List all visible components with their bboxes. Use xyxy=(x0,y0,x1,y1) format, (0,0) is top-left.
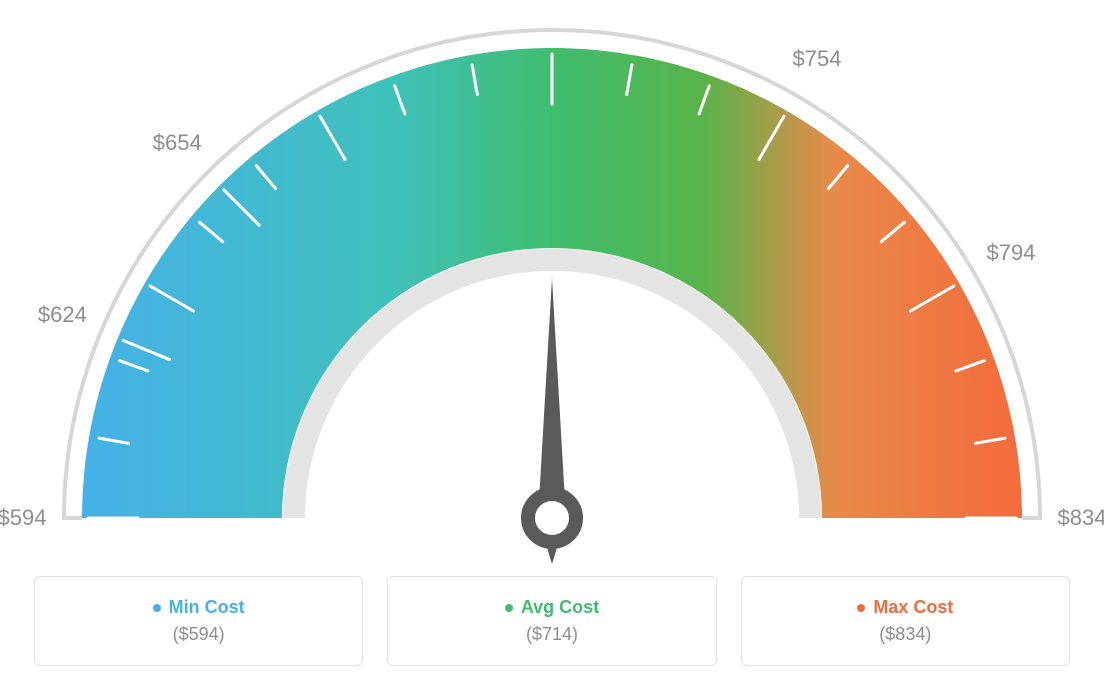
legend-max-value: ($834) xyxy=(879,624,931,645)
gauge-svg xyxy=(22,18,1082,578)
legend-max-label: Max Cost xyxy=(873,597,953,618)
legend-max: Max Cost ($834) xyxy=(741,576,1070,666)
dot-icon xyxy=(857,604,865,612)
legend-avg-value: ($714) xyxy=(526,624,578,645)
gauge-tick-label: $654 xyxy=(153,130,202,156)
gauge-tick-label: $754 xyxy=(793,46,842,72)
legend-avg: Avg Cost ($714) xyxy=(387,576,716,666)
gauge-tick-label: $594 xyxy=(0,505,46,531)
legend-min-label: Min Cost xyxy=(169,597,245,618)
cost-gauge-widget: $594 $624 $654 $714 $754 $794 $834 Min Cost ($… xyxy=(0,0,1104,690)
legend-min-value: ($594) xyxy=(173,624,225,645)
gauge-tick-label: $714 xyxy=(528,0,577,1)
legend-max-title: Max Cost xyxy=(857,597,953,618)
dot-icon xyxy=(505,604,513,612)
legend-avg-label: Avg Cost xyxy=(521,597,599,618)
gauge-area: $594$624$654$714$754$794$834 xyxy=(22,18,1082,578)
gauge-tick-label: $794 xyxy=(987,240,1036,266)
legend: Min Cost ($594) Avg Cost ($714) Max Cost… xyxy=(34,576,1070,666)
gauge-tick-label: $624 xyxy=(38,302,87,328)
gauge-tick-label: $834 xyxy=(1058,505,1104,531)
dot-icon xyxy=(153,604,161,612)
legend-min-title: Min Cost xyxy=(153,597,245,618)
legend-min: Min Cost ($594) xyxy=(34,576,363,666)
legend-avg-title: Avg Cost xyxy=(505,597,599,618)
